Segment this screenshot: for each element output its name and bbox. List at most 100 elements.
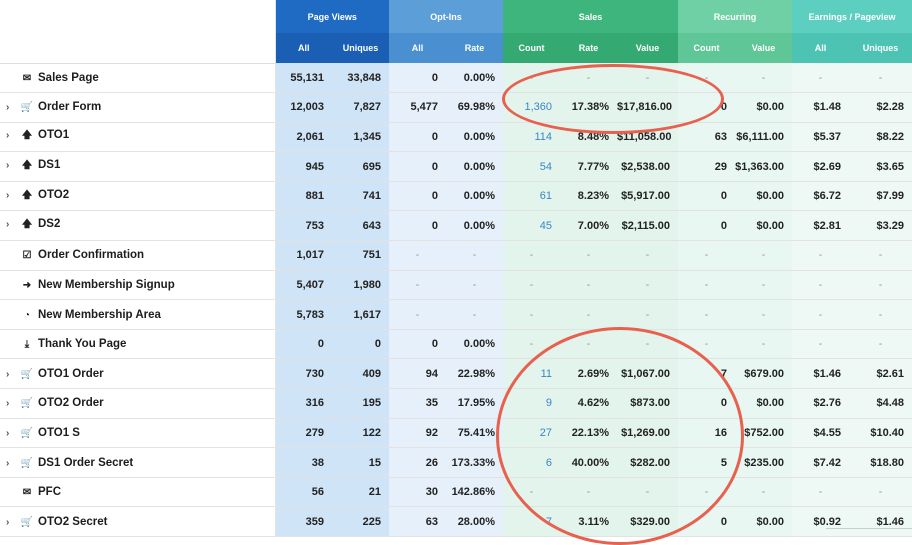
col-optins-rate[interactable]: Rate xyxy=(446,33,503,63)
cell-sales-rate: - xyxy=(560,329,617,360)
cell-recurring-count: - xyxy=(678,299,735,330)
cell-recurring-count: 0 xyxy=(678,506,735,537)
arrow-up-icon: 🡅 xyxy=(21,189,33,201)
row-step-name: Order Confirmation xyxy=(38,249,145,262)
row-step-name: New Membership Signup xyxy=(38,278,175,291)
chevron-right-icon[interactable]: › xyxy=(6,457,10,469)
chevron-right-icon[interactable]: › xyxy=(6,130,10,142)
cell-sales-count[interactable]: 11 xyxy=(503,358,560,390)
cell-pageviews-uniques: 15 xyxy=(332,447,389,478)
col-sales-count[interactable]: Count xyxy=(503,33,560,63)
cell-earnings-all: - xyxy=(792,270,850,301)
row-step-name: Thank You Page xyxy=(38,338,127,351)
cell-sales-count[interactable]: 27 xyxy=(503,418,560,449)
cell-sales-value: - xyxy=(617,477,678,508)
table-row[interactable]: › 🛒 OTO1 Order 730 409 94 22.98% 11 2.69% $1,067.… xyxy=(0,358,912,390)
col-earnings-uniques[interactable]: Uniques xyxy=(849,33,912,63)
col-pageviews-uniques[interactable]: Uniques xyxy=(332,33,389,63)
group-earnings-per-pageview: Earnings / Pageview xyxy=(792,0,912,33)
col-sales-rate[interactable]: Rate xyxy=(560,33,617,63)
cell-pageviews-all: 5,783 xyxy=(275,299,332,330)
table-row[interactable]: › 🡅 OTO1 2,061 1,345 0 0.00% 114 8.48% $11,058.00… xyxy=(0,122,912,153)
row-step-name: PFC xyxy=(38,486,61,499)
table-row[interactable]: › 🛒 OTO1 S 279 122 92 75.41% 27 22.13% $1,269.00 1… xyxy=(0,418,912,449)
chevron-right-icon[interactable]: › xyxy=(6,189,10,201)
cell-sales-value: $1,269.00 xyxy=(617,418,678,449)
row-step-cell: ›✉Sales Page xyxy=(0,63,276,94)
chevron-right-icon[interactable]: › xyxy=(6,427,10,439)
table-row[interactable]: › 🡅 DS1 945 695 0 0.00% 54 7.77% $2,538.00 29 $1,36… xyxy=(0,151,912,182)
cell-earnings-uniques: - xyxy=(849,299,912,330)
row-step-name: OTO1 xyxy=(38,129,70,142)
table-row[interactable]: › 🛒 OTO2 Order 316 195 35 17.95% 9 4.62% $873.00 0… xyxy=(0,388,912,419)
cart-icon: 🛒 xyxy=(20,102,34,114)
arrow-up-icon: 🡅 xyxy=(21,160,33,172)
cell-recurring-count: - xyxy=(678,270,735,301)
cell-optins-rate: 69.98% xyxy=(446,92,503,123)
col-sales-value[interactable]: Value xyxy=(617,33,678,63)
table-row[interactable]: › 🛒 Order Form 12,003 7,827 5,477 69.98% 1,360 1… xyxy=(0,92,912,123)
cell-optins-all: 35 xyxy=(389,388,446,419)
cell-optins-all: 92 xyxy=(389,418,446,449)
table-row[interactable]: › 🡅 OTO2 881 741 0 0.00% 61 8.23% $5,917.00 0 $0.00… xyxy=(0,181,912,212)
cell-sales-count[interactable]: 6 xyxy=(503,447,560,478)
cell-recurring-count: 0 xyxy=(678,181,735,212)
cell-optins-all: 94 xyxy=(389,358,446,390)
cell-sales-count[interactable]: 1,360 xyxy=(503,92,560,123)
row-step-cell: › 🛒 Order Form xyxy=(0,92,276,123)
table-body: ›✉Sales Page55,13133,84800.00%-------›🛒O… xyxy=(0,63,912,537)
table-row[interactable]: › 🛒 DS1 Order Secret 38 15 26 173.33% 6 40.00% $2… xyxy=(0,447,912,478)
group-opt-ins: Opt-Ins xyxy=(389,0,503,33)
cell-recurring-value: - xyxy=(735,477,793,508)
chevron-right-icon[interactable]: › xyxy=(6,160,10,172)
col-pageviews-all[interactable]: All xyxy=(275,33,332,63)
chevron-right-icon[interactable]: › xyxy=(6,516,10,528)
cell-pageviews-uniques: 409 xyxy=(332,358,389,390)
cell-sales-count[interactable]: 114 xyxy=(503,122,560,153)
group-header-row: Page Views Opt-Ins Sales Recurring Earni… xyxy=(0,0,912,64)
cell-optins-rate: 173.33% xyxy=(446,447,503,478)
cell-earnings-all: $5.37 xyxy=(792,122,850,153)
cell-optins-rate: 22.98% xyxy=(446,358,503,390)
cell-optins-all: 0 xyxy=(389,210,446,242)
cell-earnings-uniques: - xyxy=(849,240,912,271)
cell-optins-rate: 28.00% xyxy=(446,506,503,537)
cell-sales-rate: 4.62% xyxy=(560,388,617,419)
cell-pageviews-all: 12,003 xyxy=(275,92,332,123)
col-recurring-value[interactable]: Value xyxy=(735,33,793,63)
cell-optins-all: 30 xyxy=(389,477,446,508)
cell-optins-rate: 0.00% xyxy=(446,63,503,94)
cell-sales-count[interactable]: 7 xyxy=(503,506,560,537)
table-row[interactable]: › 🡅 DS2 753 643 0 0.00% 45 7.00% $2,115.00 0 $0.00 $… xyxy=(0,210,912,242)
sign-in-icon: ➜ xyxy=(22,279,32,291)
cell-recurring-count: 5 xyxy=(678,447,735,478)
arrow-up-icon: 🡅 xyxy=(21,130,33,142)
cell-recurring-count: 0 xyxy=(678,210,735,242)
cell-earnings-uniques: $1.46 xyxy=(849,506,912,537)
table-row[interactable]: › 🛒 OTO2 Secret 359 225 63 28.00% 7 3.11% $329.00… xyxy=(0,506,912,537)
col-earnings-all[interactable]: All xyxy=(792,33,850,63)
cart-icon: 🛒 xyxy=(20,457,34,469)
cell-sales-value: $873.00 xyxy=(617,388,678,419)
chevron-right-icon[interactable]: › xyxy=(6,102,10,114)
cell-sales-count[interactable]: 61 xyxy=(503,181,560,212)
cell-pageviews-uniques: 751 xyxy=(332,240,389,271)
chevron-right-icon[interactable]: › xyxy=(6,368,10,380)
row-step-cell: › 🛒 OTO2 Secret xyxy=(0,506,276,537)
cell-sales-count[interactable]: 54 xyxy=(503,151,560,182)
cell-pageviews-uniques: 0 xyxy=(332,329,389,360)
cell-earnings-all: $2.81 xyxy=(792,210,850,242)
cell-optins-all: 26 xyxy=(389,447,446,478)
chevron-right-icon[interactable]: › xyxy=(6,219,10,231)
col-recurring-count[interactable]: Count xyxy=(678,33,735,63)
cell-sales-value: - xyxy=(617,299,678,330)
cell-sales-count[interactable]: 9 xyxy=(503,388,560,419)
cell-pageviews-all: 730 xyxy=(275,358,332,390)
download-icon: ⤓ xyxy=(24,339,30,351)
cell-sales-count[interactable]: 45 xyxy=(503,210,560,242)
col-optins-all[interactable]: All xyxy=(389,33,446,63)
chevron-right-icon[interactable]: › xyxy=(6,398,10,410)
cell-optins-all: 0 xyxy=(389,151,446,182)
